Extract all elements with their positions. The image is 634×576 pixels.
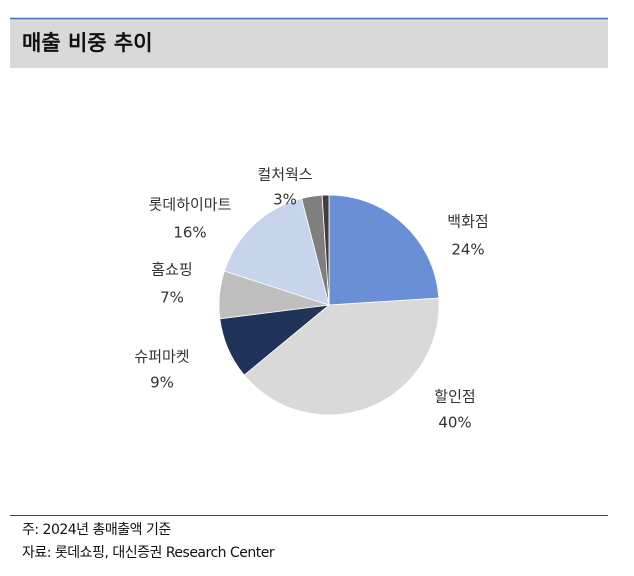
slice-label: 할인점 <box>434 388 475 406</box>
header-bar <box>10 18 608 68</box>
slice-value-label: 3% <box>273 191 297 209</box>
slice-value-label: 24% <box>451 241 484 259</box>
slice-label: 롯데하이마트 <box>149 196 232 214</box>
slice-label: 슈퍼마켓 <box>134 348 189 366</box>
pie-slice <box>321 194 330 306</box>
footer-source: 자료: 롯데쇼핑, 대신증권 Research Center <box>22 545 275 561</box>
slice-value-label: 40% <box>438 414 471 432</box>
slice-label: 백화점 <box>447 213 488 231</box>
footer-note: 주: 2024년 총매출액 기준 <box>22 522 171 538</box>
slice-label: 컬처웍스 <box>257 166 312 184</box>
pie-slice <box>328 194 440 306</box>
slice-value-label: 7% <box>160 289 184 307</box>
header-title: 매출 비중 추이 <box>22 31 153 55</box>
slice-value-label: 16% <box>173 224 206 242</box>
pie-slice <box>223 197 330 306</box>
slice-value-label: 9% <box>150 374 174 392</box>
pie-slice <box>243 297 440 416</box>
slice-label: 홈쇼핑 <box>151 261 192 279</box>
